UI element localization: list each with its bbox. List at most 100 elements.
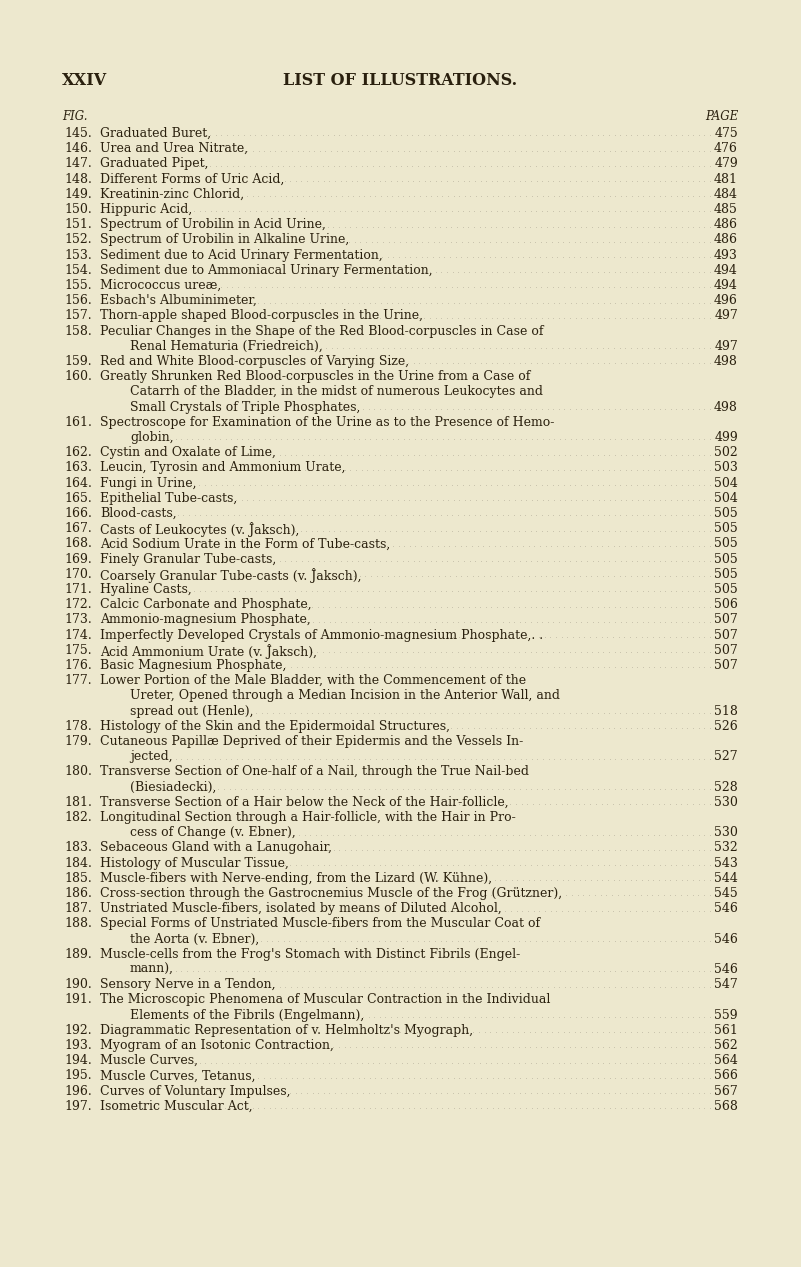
Text: FIG.: FIG. [62,110,87,123]
Text: PAGE: PAGE [705,110,738,123]
Text: 190.: 190. [64,978,92,991]
Text: Urea and Urea Nitrate,: Urea and Urea Nitrate, [100,142,248,155]
Text: 504: 504 [714,492,738,504]
Text: 185.: 185. [64,872,92,884]
Text: 532: 532 [714,841,738,854]
Text: Hippuric Acid,: Hippuric Acid, [100,203,192,215]
Text: 159.: 159. [64,355,92,367]
Text: 176.: 176. [64,659,92,672]
Text: 504: 504 [714,476,738,489]
Text: Esbach's Albuminimeter,: Esbach's Albuminimeter, [100,294,257,307]
Text: 484: 484 [714,188,738,200]
Text: Red and White Blood-corpuscles of Varying Size,: Red and White Blood-corpuscles of Varyin… [100,355,409,367]
Text: Sediment due to Acid Urinary Fermentation,: Sediment due to Acid Urinary Fermentatio… [100,248,383,261]
Text: 496: 496 [714,294,738,307]
Text: 170.: 170. [64,568,92,580]
Text: cess of Change (v. Ebner),: cess of Change (v. Ebner), [130,826,296,839]
Text: 547: 547 [714,978,738,991]
Text: Micrococcus ureæ,: Micrococcus ureæ, [100,279,221,291]
Text: Coarsely Granular Tube-casts (v. Ĵaksch),: Coarsely Granular Tube-casts (v. Ĵaksch)… [100,568,361,583]
Text: 167.: 167. [64,522,92,535]
Text: Greatly Shrunken Red Blood-corpuscles in the Urine from a Case of: Greatly Shrunken Red Blood-corpuscles in… [100,370,530,383]
Text: 152.: 152. [64,233,92,246]
Text: Graduated Pipet,: Graduated Pipet, [100,157,208,170]
Text: 507: 507 [714,659,738,672]
Text: 507: 507 [714,628,738,641]
Text: Renal Hematuria (Friedreich),: Renal Hematuria (Friedreich), [130,340,323,352]
Text: LIST OF ILLUSTRATIONS.: LIST OF ILLUSTRATIONS. [284,72,517,89]
Text: 486: 486 [714,233,738,246]
Text: 564: 564 [714,1054,738,1067]
Text: 197.: 197. [64,1100,92,1112]
Text: 149.: 149. [64,188,92,200]
Text: 505: 505 [714,568,738,580]
Text: 145.: 145. [64,127,92,139]
Text: Transverse Section of a Hair below the Neck of the Hair-follicle,: Transverse Section of a Hair below the N… [100,796,509,808]
Text: 546: 546 [714,933,738,945]
Text: 183.: 183. [64,841,92,854]
Text: 192.: 192. [64,1024,92,1036]
Text: Ammonio-magnesium Phosphate,: Ammonio-magnesium Phosphate, [100,613,311,626]
Text: 543: 543 [714,856,738,869]
Text: Myogram of an Isotonic Contraction,: Myogram of an Isotonic Contraction, [100,1039,334,1052]
Text: 193.: 193. [64,1039,92,1052]
Text: Peculiar Changes in the Shape of the Red Blood-corpuscles in Case of: Peculiar Changes in the Shape of the Red… [100,324,544,337]
Text: 189.: 189. [64,948,92,960]
Text: Cutaneous Papillæ Deprived of their Epidermis and the Vessels In-: Cutaneous Papillæ Deprived of their Epid… [100,735,523,748]
Text: 172.: 172. [64,598,92,611]
Text: 498: 498 [714,355,738,367]
Text: 195.: 195. [64,1069,92,1082]
Text: 178.: 178. [64,720,92,732]
Text: Catarrh of the Bladder, in the midst of numerous Leukocytes and: Catarrh of the Bladder, in the midst of … [130,385,543,398]
Text: Cross-section through the Gastrocnemius Muscle of the Frog (Grützner),: Cross-section through the Gastrocnemius … [100,887,562,900]
Text: Blood-casts,: Blood-casts, [100,507,177,519]
Text: Epithelial Tube-casts,: Epithelial Tube-casts, [100,492,237,504]
Text: Fungi in Urine,: Fungi in Urine, [100,476,196,489]
Text: Casts of Leukocytes (v. Ĵaksch),: Casts of Leukocytes (v. Ĵaksch), [100,522,300,537]
Text: 493: 493 [714,248,738,261]
Text: 518: 518 [714,704,738,717]
Text: Transverse Section of One-half of a Nail, through the True Nail-bed: Transverse Section of One-half of a Nail… [100,765,529,778]
Text: 481: 481 [714,172,738,185]
Text: 158.: 158. [64,324,92,337]
Text: 151.: 151. [64,218,92,231]
Text: 545: 545 [714,887,738,900]
Text: Elements of the Fibrils (Engelmann),: Elements of the Fibrils (Engelmann), [130,1009,364,1021]
Text: 561: 561 [714,1024,738,1036]
Text: (Biesiadecki),: (Biesiadecki), [130,780,216,793]
Text: 499: 499 [714,431,738,443]
Text: 506: 506 [714,598,738,611]
Text: 154.: 154. [64,264,92,276]
Text: 485: 485 [714,203,738,215]
Text: Sediment due to Ammoniacal Urinary Fermentation,: Sediment due to Ammoniacal Urinary Ferme… [100,264,433,276]
Text: 475: 475 [714,127,738,139]
Text: 507: 507 [714,644,738,656]
Text: 155.: 155. [64,279,92,291]
Text: 494: 494 [714,264,738,276]
Text: 180.: 180. [64,765,92,778]
Text: 173.: 173. [64,613,92,626]
Text: Muscle-cells from the Frog's Stomach with Distinct Fibrils (Engel-: Muscle-cells from the Frog's Stomach wit… [100,948,521,960]
Text: 148.: 148. [64,172,92,185]
Text: 168.: 168. [64,537,92,550]
Text: Hyaline Casts,: Hyaline Casts, [100,583,191,595]
Text: 476: 476 [714,142,738,155]
Text: 156.: 156. [64,294,92,307]
Text: 497: 497 [714,309,738,322]
Text: Spectrum of Urobilin in Alkaline Urine,: Spectrum of Urobilin in Alkaline Urine, [100,233,349,246]
Text: 147.: 147. [64,157,92,170]
Text: Leucin, Tyrosin and Ammonium Urate,: Leucin, Tyrosin and Ammonium Urate, [100,461,345,474]
Text: Histology of Muscular Tissue,: Histology of Muscular Tissue, [100,856,289,869]
Text: XXIV: XXIV [62,72,107,89]
Text: 566: 566 [714,1069,738,1082]
Text: 181.: 181. [64,796,92,808]
Text: 146.: 146. [64,142,92,155]
Text: jected,: jected, [130,750,173,763]
Text: 186.: 186. [64,887,92,900]
Text: 188.: 188. [64,917,92,930]
Text: 567: 567 [714,1085,738,1097]
Text: Acid Sodium Urate in the Form of Tube-casts,: Acid Sodium Urate in the Form of Tube-ca… [100,537,390,550]
Text: Graduated Buret,: Graduated Buret, [100,127,211,139]
Text: 497: 497 [714,340,738,352]
Text: 505: 505 [714,537,738,550]
